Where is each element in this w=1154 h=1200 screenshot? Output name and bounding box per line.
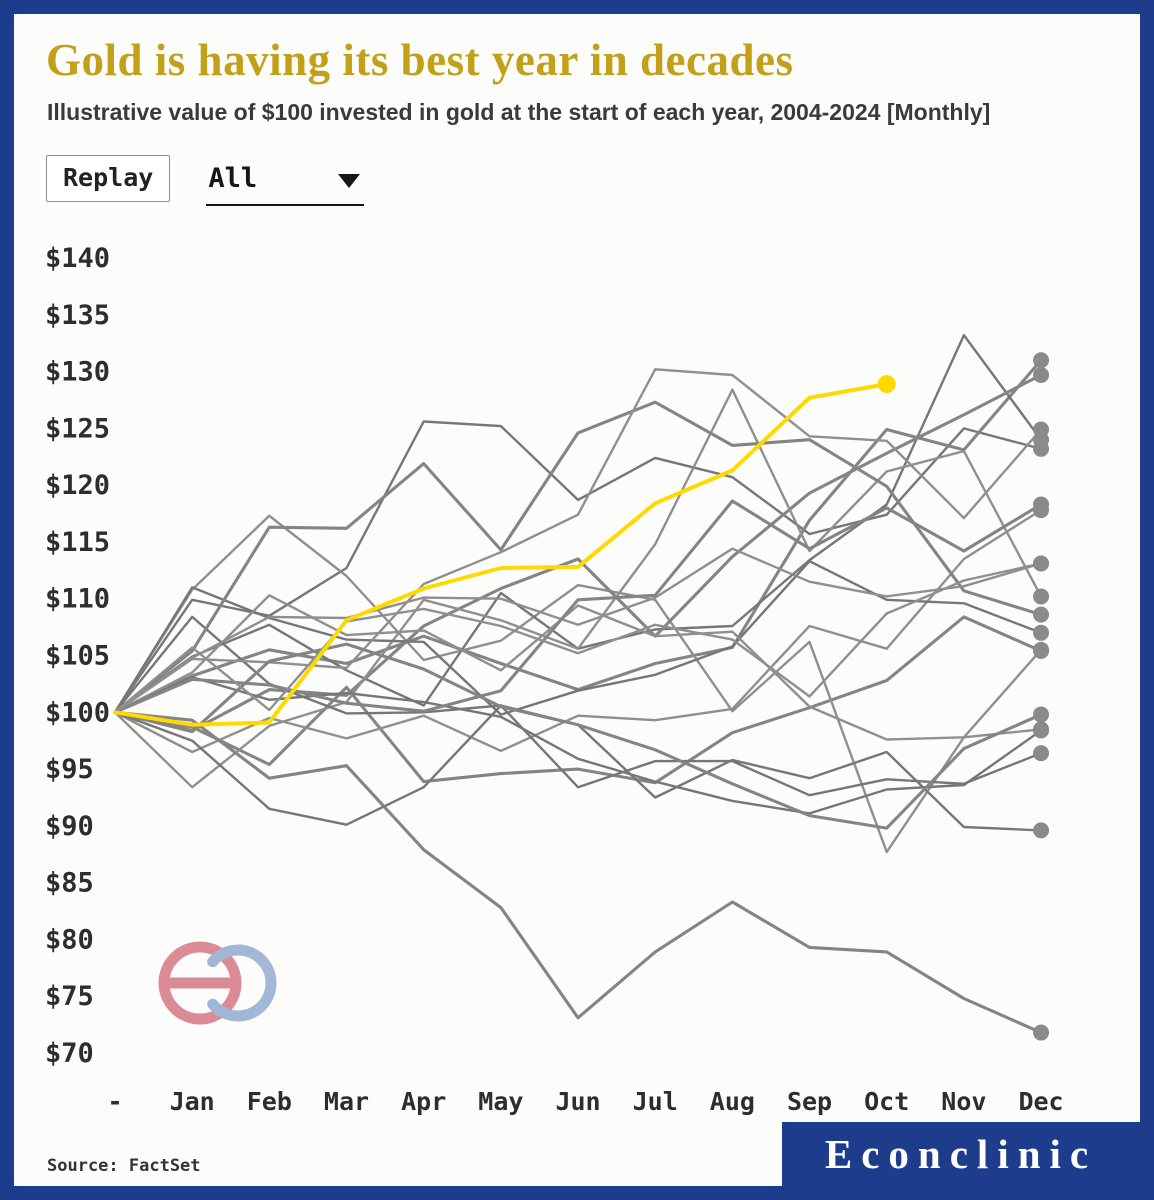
series-2011-end-dot: [1033, 588, 1050, 605]
y-tick-label: $125: [45, 413, 110, 444]
series-2020-line: [113, 368, 1043, 714]
year-filter-dropdown[interactable]: All: [206, 155, 365, 206]
series-2007-end-dot: [1033, 352, 1050, 369]
series-2017-line: [113, 547, 1043, 714]
econclinic-logo-icon: [158, 941, 277, 1025]
x-tick-label: Jan: [170, 1087, 215, 1116]
chart-card: Gold is having its best year in decades …: [14, 14, 1140, 1186]
series-2020-end-dot: [1033, 421, 1050, 438]
series-2023-line: [113, 562, 1043, 714]
chart-controls: Replay All: [46, 155, 365, 206]
series-2008-end-dot: [1033, 641, 1050, 658]
y-tick-label: $70: [45, 1038, 94, 1069]
year-filter-value: All: [208, 163, 258, 194]
replay-button[interactable]: Replay: [46, 155, 171, 202]
y-tick-label: $75: [45, 981, 94, 1012]
series-2022-end-dot: [1033, 706, 1050, 723]
y-tick-label: $130: [45, 357, 110, 388]
x-tick-label: Sep: [787, 1087, 832, 1116]
series-2014-line: [113, 594, 1043, 741]
series-2015-end-dot: [1033, 822, 1050, 839]
series-2019-line: [113, 499, 1043, 714]
series-2021-end-dot: [1033, 745, 1050, 762]
x-tick-label: Jun: [555, 1087, 600, 1116]
series-2008-line: [113, 514, 1043, 854]
series-2010-end-dot: [1033, 366, 1050, 383]
page-title: Gold is having its best year in decades: [46, 35, 794, 85]
series-2013-line: [113, 710, 1043, 1035]
y-tick-label: $140: [45, 243, 110, 274]
x-tick-label: Aug: [710, 1087, 755, 1116]
gold-line-chart: $70 $75 $80 $85 $90 $95 $100 $105 $110 $115 $120 $1…: [45, 243, 1064, 1116]
series-2005-line: [113, 508, 1043, 754]
series-2024-line: [113, 382, 889, 727]
y-tick-label: $135: [45, 300, 110, 331]
x-tick-label: May: [478, 1087, 523, 1116]
x-tick-label: Feb: [247, 1087, 292, 1116]
series-2024-end-dot: [877, 375, 896, 394]
series-2019-end-dot: [1033, 496, 1050, 513]
chevron-down-icon: [338, 174, 361, 188]
series-2016-end-dot: [1033, 606, 1050, 623]
x-tick-label: -: [107, 1087, 122, 1116]
x-tick-label: Dec: [1018, 1087, 1063, 1116]
series-2021-line: [113, 704, 1043, 826]
y-tick-label: $80: [45, 924, 94, 955]
x-tick-label: Oct: [864, 1087, 909, 1116]
series-2012-end-dot: [1033, 624, 1050, 641]
series-2010-line: [113, 373, 1043, 733]
series-2022-line: [113, 642, 1043, 830]
brand-name: Econclinic: [824, 1131, 1098, 1177]
y-tick-label: $115: [45, 527, 110, 558]
series-2016-line: [113, 400, 1043, 714]
source-note: Source: FactSet: [47, 1156, 201, 1176]
y-tick-label: $110: [45, 584, 110, 615]
series-2018-line: [113, 675, 1043, 815]
series-2007-line: [113, 358, 1043, 714]
series-2018-end-dot: [1033, 722, 1050, 739]
y-tick-label: $100: [45, 697, 110, 728]
x-tick-label: Mar: [324, 1087, 369, 1116]
brand-band: Econclinic: [782, 1122, 1140, 1186]
x-tick-label: Jul: [633, 1087, 678, 1116]
series-2023-end-dot: [1033, 555, 1050, 572]
series-2011-line: [113, 388, 1043, 789]
y-tick-label: $95: [45, 754, 94, 785]
x-tick-label: Nov: [941, 1087, 986, 1116]
y-tick-label: $120: [45, 470, 110, 501]
page-subtitle: Illustrative value of $100 invested in g…: [47, 99, 991, 125]
y-tick-label: $105: [45, 641, 110, 672]
series-2004-line: [113, 615, 1043, 785]
x-tick-label: Apr: [401, 1087, 446, 1116]
y-tick-label: $85: [45, 868, 94, 899]
y-tick-label: $90: [45, 811, 94, 842]
series-2013-end-dot: [1033, 1024, 1050, 1041]
